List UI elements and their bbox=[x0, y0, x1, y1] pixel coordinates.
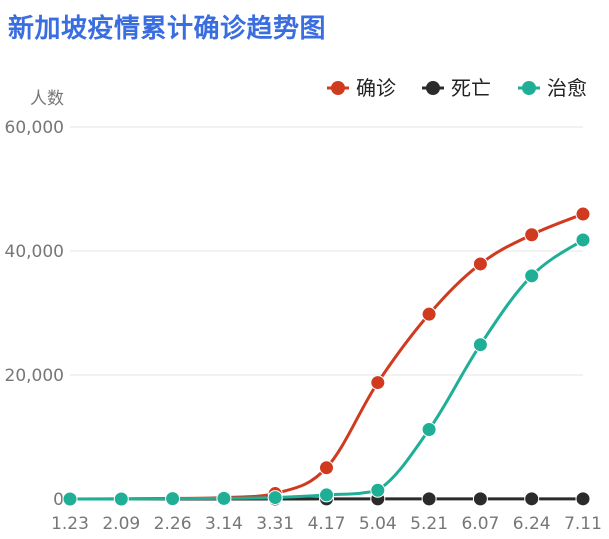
data-point bbox=[472, 491, 488, 507]
legend-label: 确诊 bbox=[356, 76, 396, 100]
y-tick-label: 60,000 bbox=[5, 118, 64, 138]
data-point bbox=[267, 490, 283, 506]
data-point bbox=[472, 337, 488, 353]
y-tick-label: 20,000 bbox=[5, 366, 64, 386]
series-lines bbox=[62, 206, 591, 507]
series-line bbox=[68, 212, 585, 501]
x-tick-label: 4.17 bbox=[308, 514, 346, 534]
y-axis-label: 人数 bbox=[30, 89, 64, 109]
data-point bbox=[421, 306, 437, 322]
legend-marker bbox=[426, 81, 440, 95]
data-point bbox=[575, 206, 591, 222]
data-point bbox=[113, 491, 129, 507]
legend-marker bbox=[331, 81, 345, 95]
x-tick-label: 3.31 bbox=[256, 514, 294, 534]
data-point bbox=[575, 491, 591, 507]
x-tick-label: 1.23 bbox=[51, 514, 89, 534]
legend-item-1: 死亡 bbox=[422, 76, 491, 100]
data-point bbox=[319, 487, 334, 503]
legend-label: 死亡 bbox=[451, 76, 491, 100]
data-point bbox=[575, 232, 591, 248]
data-point bbox=[370, 375, 386, 391]
legend: 确诊 死亡 治愈 bbox=[327, 76, 587, 100]
x-tick-label: 5.21 bbox=[410, 514, 448, 534]
grid-lines bbox=[70, 126, 583, 500]
legend-item-0: 确诊 bbox=[327, 76, 396, 100]
x-tick-label: 6.07 bbox=[461, 514, 499, 534]
data-point bbox=[62, 491, 78, 507]
y-tick-label: 40,000 bbox=[5, 242, 64, 262]
data-point bbox=[524, 268, 540, 284]
x-tick-label: 2.26 bbox=[154, 514, 192, 534]
series-line bbox=[68, 238, 585, 501]
y-tick-label: 0 bbox=[53, 490, 64, 510]
data-point bbox=[524, 491, 540, 507]
data-point bbox=[421, 491, 437, 507]
x-tick-label: 3.14 bbox=[205, 514, 243, 534]
data-point bbox=[216, 490, 232, 506]
series-0 bbox=[62, 206, 591, 507]
data-point bbox=[319, 460, 334, 476]
data-point bbox=[524, 227, 540, 243]
legend-marker bbox=[522, 81, 536, 95]
legend-label: 治愈 bbox=[547, 76, 587, 100]
data-point bbox=[370, 482, 386, 498]
y-tick-labels: 0 20,000 40,000 60,000 bbox=[5, 118, 64, 510]
data-point bbox=[421, 422, 437, 438]
data-point bbox=[472, 256, 488, 272]
data-point bbox=[165, 491, 181, 507]
series-2 bbox=[62, 232, 591, 507]
x-tick-label: 5.04 bbox=[359, 514, 397, 534]
legend-item-2: 治愈 bbox=[518, 76, 587, 100]
x-tick-label: 2.09 bbox=[102, 514, 140, 534]
x-tick-label: 6.24 bbox=[513, 514, 551, 534]
x-tick-label: 7.11 bbox=[564, 514, 602, 534]
chart-title: 新加坡疫情累计确诊趋势图 bbox=[8, 14, 327, 44]
x-tick-labels: 1.23 2.09 2.26 3.14 3.31 4.17 5.04 5.21 6.07 6.24… bbox=[51, 514, 602, 534]
